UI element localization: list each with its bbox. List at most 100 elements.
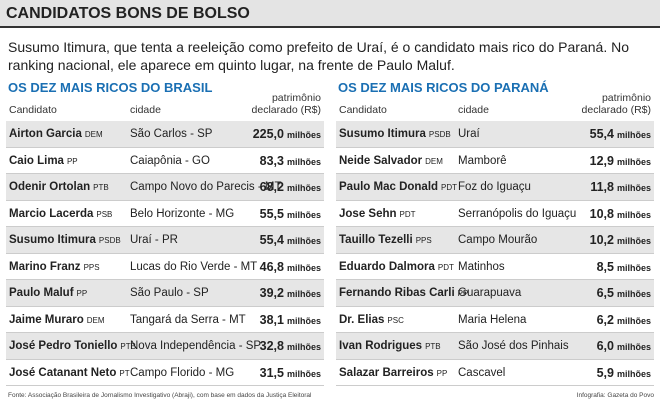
party: PDT [441, 183, 458, 192]
assets-unit: milhões [616, 368, 651, 379]
table-row: Marcio Lacerda PSB Belo Horizonte - MG 55,5… [6, 201, 324, 229]
intro: Susumo Itimura, que tenta a reeleição co… [8, 39, 630, 73]
column-header: cidade [458, 104, 489, 116]
assets-unit: milhões [286, 315, 321, 326]
assets-unit: milhões [286, 130, 321, 140]
assets: 46,8 milhões [260, 254, 321, 282]
assets-unit: milhões [286, 183, 321, 193]
assets-value: 6,2 [596, 312, 614, 327]
candidate-name: Salazar Barreiros [339, 366, 434, 379]
assets-unit: milhões [616, 209, 651, 220]
candidate: Fernando Ribas Carli PP [339, 280, 468, 308]
assets-value: 39,2 [259, 286, 284, 300]
table-title: OS DEZ MAIS RICOS DO PARANÁ [338, 80, 549, 95]
assets-value: 10,2 [589, 233, 614, 247]
assets: 83,3 milhões [260, 148, 321, 176]
table-row: Paulo Maluf PP São Paulo - SP 39,2 milhões [6, 280, 324, 307]
party: PSDB [98, 236, 121, 245]
assets: 55,4 milhões [260, 227, 321, 255]
assets-value: 5,9 [596, 365, 614, 380]
candidate-name: Susumo Itimura [9, 234, 96, 246]
city: Guarapuava [458, 287, 522, 299]
city: Tangará da Serra - MT [130, 313, 246, 326]
assets-value: 10,8 [589, 206, 614, 221]
assets: 11,8 milhões [590, 174, 651, 202]
party: PT [119, 368, 130, 378]
candidate: Susumo Itimura PSDB [339, 121, 451, 149]
column-header: Candidato [9, 104, 57, 116]
table: OS DEZ MAIS RICOS DO BRASIL Candidato cida… [6, 80, 324, 390]
party: PP [76, 289, 88, 298]
assets-value: 55,4 [589, 127, 614, 141]
table-row: Neide Salvador DEM Mamborê 12,9 milhões [336, 148, 654, 176]
candidate-name: Marcio Lacerda [9, 207, 94, 220]
candidate-name: Dr. Elias [339, 313, 385, 326]
party: PP [457, 289, 469, 298]
candidate: Airton Garcia DEM [9, 121, 103, 149]
party: PTB [120, 342, 136, 351]
city: Belo Horizonte - MG [130, 207, 235, 220]
city: Campo Novo do Parecis - MT [130, 181, 282, 193]
candidate-name: Marino Franz [9, 260, 81, 273]
party: PP [436, 368, 448, 378]
candidate: Eduardo Dalmora PDT [339, 254, 454, 282]
assets-unit: milhões [286, 209, 321, 220]
assets-unit: milhões [616, 156, 651, 167]
city: Serranópolis do Iguaçu [458, 207, 577, 220]
table-row: Jaime Muraro DEM Tangará da Serra - MT 38,1… [6, 307, 324, 335]
table-row: Airton Garcia DEM São Carlos - SP 225,0 milh… [6, 121, 324, 148]
table-row: Susumo Itimura PSDB Uraí 55,4 milhões [336, 121, 654, 148]
candidate: Tauillo Tezelli PPS [339, 227, 432, 255]
assets-unit: milhões [616, 262, 651, 273]
city: Campo Mourão [458, 234, 538, 246]
party: PSC [387, 315, 404, 325]
assets-unit: milhões [286, 342, 321, 352]
candidate: Odenir Ortolan PTB [9, 174, 109, 202]
party: PP [66, 156, 78, 166]
assets-unit: milhões [616, 289, 651, 299]
table-row: Ivan Rodrigues PTB São José dos Pinhais 6,0… [336, 333, 654, 360]
assets-value: 32,8 [259, 339, 284, 353]
city: São Carlos - SP [130, 128, 213, 140]
city: Uraí - PR [130, 234, 178, 246]
assets-value: 8,5 [596, 259, 614, 274]
column-header: Candidato [339, 104, 387, 116]
assets: 38,1 milhões [260, 307, 321, 335]
assets-unit: milhões [616, 183, 651, 193]
source: Fonte: Associação Brasileira de Jornalis… [8, 392, 312, 399]
candidate: Caio Lima PP [9, 148, 78, 176]
city: Lucas do Rio Verde - MT [130, 260, 258, 273]
assets-value: 46,8 [259, 259, 284, 274]
table-row: José Pedro Toniello PTB Nova Independência… [6, 333, 324, 360]
assets: 5,9 milhões [597, 360, 651, 388]
column-header: patrimônio declarado (R$) [251, 92, 321, 116]
assets: 6,0 milhões [597, 333, 651, 361]
candidate: Marcio Lacerda PSB [9, 201, 112, 229]
table-title: OS DEZ MAIS RICOS DO BRASIL [8, 80, 213, 95]
party: PPS [83, 262, 100, 272]
assets: 10,2 milhões [590, 227, 651, 255]
assets: 55,5 milhões [260, 201, 321, 229]
assets-value: 38,1 [259, 312, 284, 327]
assets-unit: milhões [616, 236, 651, 246]
assets-value: 55,5 [259, 206, 284, 221]
party: PSDB [428, 130, 451, 139]
assets-unit: milhões [286, 236, 321, 246]
party: PTB [93, 183, 109, 192]
assets-value: 55,4 [259, 233, 284, 247]
city: Mamborê [458, 154, 507, 167]
assets: 8,5 milhões [597, 254, 651, 282]
candidate-name: Eduardo Dalmora [339, 260, 435, 273]
candidate-name: Paulo Mac Donald [339, 181, 439, 193]
candidate-name: Caio Lima [9, 154, 64, 167]
assets-unit: milhões [286, 289, 321, 299]
city: Cascavel [458, 366, 506, 379]
assets: 32,8 milhões [260, 333, 321, 361]
assets: 6,5 milhões [597, 280, 651, 308]
table-row: Dr. Elias PSC Maria Helena 6,2 milhões [336, 307, 654, 333]
candidate: Paulo Mac Donald PDT [339, 174, 457, 202]
city: Caiapônia - GO [130, 154, 210, 167]
candidate: Neide Salvador DEM [339, 148, 443, 176]
table-row: Tauillo Tezelli PPS Campo Mourão 10,2 milhõe… [336, 227, 654, 254]
